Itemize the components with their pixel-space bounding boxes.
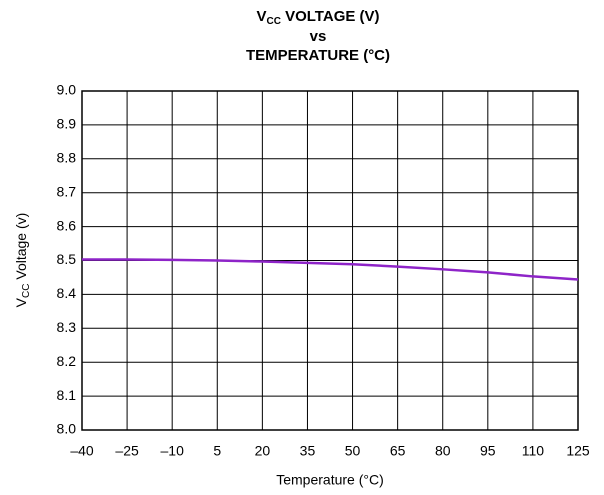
y-tick-label: 8.0 xyxy=(57,421,77,437)
x-tick-label: 80 xyxy=(435,443,451,459)
x-tick-label: 5 xyxy=(213,443,221,459)
y-tick-label: 8.8 xyxy=(57,150,77,166)
chart-title: vs xyxy=(310,28,327,45)
x-tick-label: –40 xyxy=(70,443,94,459)
y-tick-label: 8.4 xyxy=(57,285,77,301)
y-tick-label: 8.1 xyxy=(57,387,77,403)
y-tick-label: 8.5 xyxy=(57,251,77,267)
ylabel-part: Voltage (v) xyxy=(13,213,29,284)
x-tick-label: 35 xyxy=(300,443,316,459)
y-tick-label: 8.2 xyxy=(57,353,77,369)
ylabel-subscript: CC xyxy=(21,284,32,298)
ylabel-part: V xyxy=(13,297,29,307)
x-tick-label: 110 xyxy=(522,443,545,459)
x-tick-label: 50 xyxy=(345,443,361,459)
title-subscript: CC xyxy=(266,16,280,27)
x-tick-label: 20 xyxy=(255,443,271,459)
y-axis-label: VCC Voltage (v) xyxy=(13,213,32,308)
x-tick-label: 65 xyxy=(390,443,406,459)
y-tick-label: 8.7 xyxy=(57,183,77,199)
title-part: VOLTAGE (V) xyxy=(281,8,380,25)
y-tick-label: 8.6 xyxy=(57,217,77,233)
y-tick-label: 9.0 xyxy=(57,82,77,98)
y-tick-label: 8.3 xyxy=(57,319,77,335)
chart-title: TEMPERATURE (°C) xyxy=(246,47,390,64)
data-line xyxy=(82,258,579,281)
title-part: V xyxy=(256,8,266,25)
x-tick-label: –10 xyxy=(161,443,185,459)
x-axis-label: Temperature (°C) xyxy=(276,472,384,488)
x-tick-label: –25 xyxy=(115,443,139,459)
y-tick-label: 8.9 xyxy=(57,116,77,132)
chart-title: VCC VOLTAGE (V) xyxy=(256,8,379,27)
x-tick-label: 95 xyxy=(480,443,496,459)
x-tick-label: 125 xyxy=(566,443,590,459)
